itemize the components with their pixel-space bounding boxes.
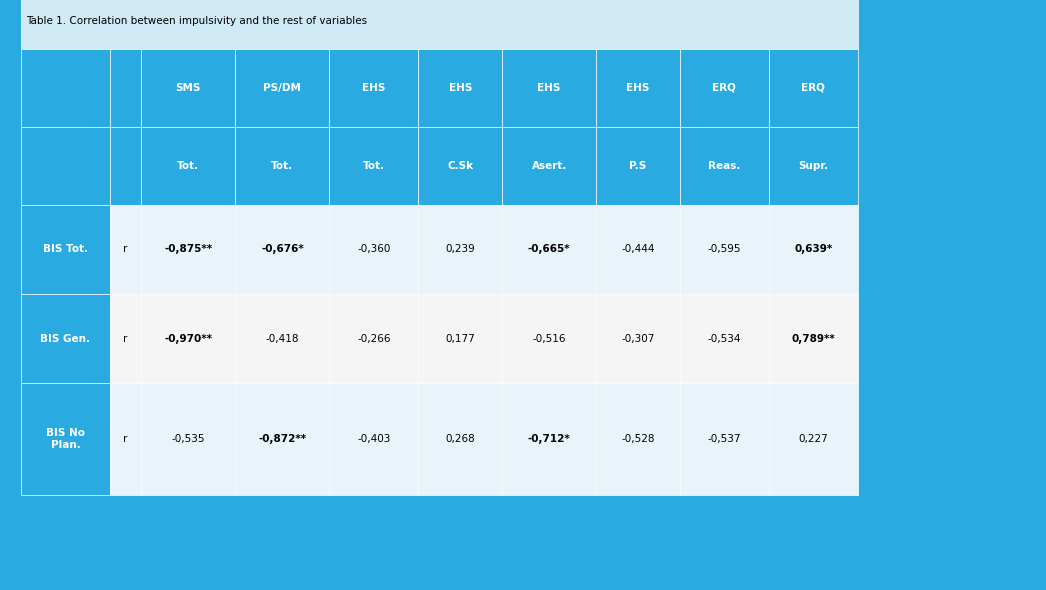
Text: P.S: P.S bbox=[630, 160, 646, 171]
FancyBboxPatch shape bbox=[329, 48, 418, 127]
Text: Supr.: Supr. bbox=[798, 160, 828, 171]
Text: ERQ: ERQ bbox=[801, 83, 825, 93]
FancyBboxPatch shape bbox=[235, 294, 329, 384]
FancyBboxPatch shape bbox=[21, 0, 858, 48]
FancyBboxPatch shape bbox=[769, 205, 858, 294]
Text: Reas.: Reas. bbox=[708, 160, 741, 171]
Text: r: r bbox=[123, 244, 128, 254]
Text: Asert.: Asert. bbox=[531, 160, 567, 171]
FancyBboxPatch shape bbox=[141, 48, 235, 127]
FancyBboxPatch shape bbox=[110, 205, 141, 294]
Text: -0,418: -0,418 bbox=[266, 334, 299, 344]
Text: 0,268: 0,268 bbox=[446, 434, 475, 444]
FancyBboxPatch shape bbox=[596, 205, 680, 294]
Text: ERQ: ERQ bbox=[712, 83, 736, 93]
FancyBboxPatch shape bbox=[110, 48, 141, 127]
Text: EHS: EHS bbox=[362, 83, 386, 93]
Text: 0,227: 0,227 bbox=[798, 434, 828, 444]
Text: EHS: EHS bbox=[449, 83, 472, 93]
FancyBboxPatch shape bbox=[110, 384, 141, 495]
FancyBboxPatch shape bbox=[418, 384, 502, 495]
Text: r: r bbox=[123, 334, 128, 344]
FancyBboxPatch shape bbox=[596, 48, 680, 127]
FancyBboxPatch shape bbox=[21, 205, 110, 294]
Text: C.Sk: C.Sk bbox=[448, 160, 473, 171]
Text: SMS: SMS bbox=[176, 83, 201, 93]
FancyBboxPatch shape bbox=[502, 384, 596, 495]
FancyBboxPatch shape bbox=[21, 294, 110, 384]
FancyBboxPatch shape bbox=[21, 127, 110, 205]
Text: -0,665*: -0,665* bbox=[528, 244, 570, 254]
FancyBboxPatch shape bbox=[329, 294, 418, 384]
FancyBboxPatch shape bbox=[141, 205, 235, 294]
Text: 0,639*: 0,639* bbox=[794, 244, 833, 254]
FancyBboxPatch shape bbox=[502, 48, 596, 127]
FancyBboxPatch shape bbox=[110, 127, 141, 205]
Text: -0,712*: -0,712* bbox=[528, 434, 570, 444]
Text: -0,970**: -0,970** bbox=[164, 334, 212, 344]
FancyBboxPatch shape bbox=[418, 294, 502, 384]
FancyBboxPatch shape bbox=[418, 205, 502, 294]
FancyBboxPatch shape bbox=[502, 205, 596, 294]
FancyBboxPatch shape bbox=[329, 384, 418, 495]
FancyBboxPatch shape bbox=[596, 127, 680, 205]
FancyBboxPatch shape bbox=[21, 384, 110, 495]
Text: Tot.: Tot. bbox=[363, 160, 385, 171]
Text: BIS Gen.: BIS Gen. bbox=[41, 334, 90, 344]
FancyBboxPatch shape bbox=[502, 294, 596, 384]
Text: -0,307: -0,307 bbox=[621, 334, 655, 344]
FancyBboxPatch shape bbox=[769, 127, 858, 205]
Text: -0,872**: -0,872** bbox=[258, 434, 306, 444]
FancyBboxPatch shape bbox=[680, 127, 769, 205]
FancyBboxPatch shape bbox=[680, 294, 769, 384]
FancyBboxPatch shape bbox=[418, 48, 502, 127]
FancyBboxPatch shape bbox=[235, 48, 329, 127]
FancyBboxPatch shape bbox=[769, 48, 858, 127]
Text: -0,360: -0,360 bbox=[358, 244, 390, 254]
FancyBboxPatch shape bbox=[141, 384, 235, 495]
Text: -0,534: -0,534 bbox=[707, 334, 742, 344]
FancyBboxPatch shape bbox=[769, 384, 858, 495]
Text: -0,403: -0,403 bbox=[358, 434, 390, 444]
Text: Tot.: Tot. bbox=[271, 160, 294, 171]
FancyBboxPatch shape bbox=[596, 294, 680, 384]
Text: BIS No
Plan.: BIS No Plan. bbox=[46, 428, 85, 450]
Text: -0,266: -0,266 bbox=[357, 334, 391, 344]
Text: r: r bbox=[123, 434, 128, 444]
Text: 0,789**: 0,789** bbox=[792, 334, 835, 344]
Text: EHS: EHS bbox=[627, 83, 650, 93]
FancyBboxPatch shape bbox=[680, 48, 769, 127]
FancyBboxPatch shape bbox=[235, 127, 329, 205]
FancyBboxPatch shape bbox=[141, 127, 235, 205]
FancyBboxPatch shape bbox=[329, 127, 418, 205]
Text: EHS: EHS bbox=[538, 83, 561, 93]
Text: 0,177: 0,177 bbox=[446, 334, 475, 344]
Text: -0,595: -0,595 bbox=[707, 244, 742, 254]
FancyBboxPatch shape bbox=[329, 205, 418, 294]
FancyBboxPatch shape bbox=[110, 294, 141, 384]
FancyBboxPatch shape bbox=[418, 127, 502, 205]
FancyBboxPatch shape bbox=[680, 205, 769, 294]
Text: -0,535: -0,535 bbox=[172, 434, 205, 444]
FancyBboxPatch shape bbox=[21, 48, 110, 127]
Text: 0,239: 0,239 bbox=[446, 244, 475, 254]
Text: -0,875**: -0,875** bbox=[164, 244, 212, 254]
FancyBboxPatch shape bbox=[235, 384, 329, 495]
FancyBboxPatch shape bbox=[141, 294, 235, 384]
FancyBboxPatch shape bbox=[680, 384, 769, 495]
Text: -0,537: -0,537 bbox=[707, 434, 742, 444]
Text: BIS Tot.: BIS Tot. bbox=[43, 244, 88, 254]
Text: Table 1. Correlation between impulsivity and the rest of variables: Table 1. Correlation between impulsivity… bbox=[26, 16, 367, 25]
FancyBboxPatch shape bbox=[769, 294, 858, 384]
Text: -0,444: -0,444 bbox=[621, 244, 655, 254]
FancyBboxPatch shape bbox=[596, 384, 680, 495]
Text: -0,516: -0,516 bbox=[532, 334, 566, 344]
Text: Tot.: Tot. bbox=[177, 160, 200, 171]
Text: -0,528: -0,528 bbox=[621, 434, 655, 444]
FancyBboxPatch shape bbox=[502, 127, 596, 205]
Text: PS/DM: PS/DM bbox=[264, 83, 301, 93]
Text: -0,676*: -0,676* bbox=[262, 244, 303, 254]
FancyBboxPatch shape bbox=[235, 205, 329, 294]
